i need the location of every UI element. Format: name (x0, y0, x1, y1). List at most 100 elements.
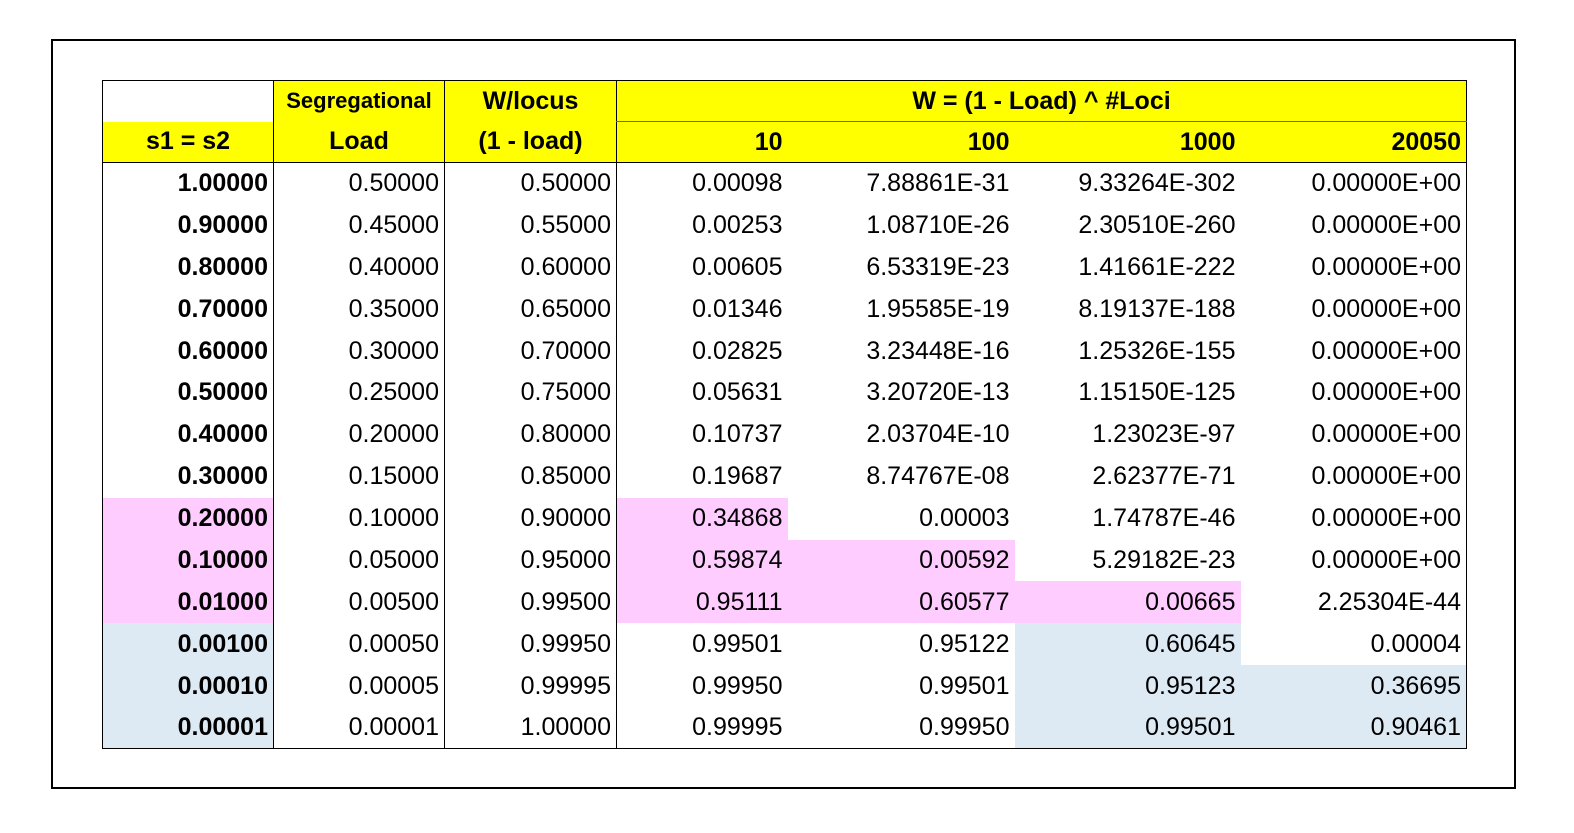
cell-w-locus: 0.60000 (444, 246, 617, 289)
cell-w-loci-20050: 0.00000E+00 (1240, 371, 1467, 414)
cell-w-loci-1000: 1.25326E-155 (1078, 336, 1236, 365)
cell-w-loci-1000: 5.29182E-23 (1092, 545, 1236, 574)
cell-w-loci-1000: 0.95123 (1014, 665, 1241, 708)
table-row: 1.00000 0.50000 0.50000 0.00098 7.88861E-31 9… (102, 162, 1467, 205)
cell-w-loci-10: 0.99995 (616, 707, 788, 750)
cell-w-loci-1000: 0.00665 (1014, 581, 1241, 624)
header-w-locus: W/locus (444, 80, 617, 122)
cell-s: 0.80000 (102, 246, 274, 289)
cell-w-locus: 0.70000 (444, 330, 617, 372)
cell-w-locus: 0.95000 (444, 539, 617, 582)
cell-w-loci-100: 8.74767E-08 (866, 462, 1010, 491)
cell-load: 0.30000 (273, 330, 445, 372)
cell-w-loci-10: 0.00098 (616, 162, 788, 205)
cell-load: 0.40000 (273, 246, 445, 289)
cell-load: 0.00001 (273, 707, 445, 750)
cell-w-loci-10: 0.05631 (616, 371, 788, 414)
cell-load: 0.00005 (273, 665, 445, 708)
cell-w-loci-20050: 0.00000E+00 (1240, 455, 1467, 498)
cell-w-loci-100: 2.03704E-10 (866, 420, 1010, 449)
header-w-group: W = (1 - Load) ^ #Loci (616, 80, 1467, 122)
cell-w-loci-10: 0.95111 (616, 581, 788, 624)
cell-w-locus: 0.99500 (444, 581, 617, 624)
header-loci-20050: 20050 (1240, 121, 1467, 163)
cell-w-locus: 0.90000 (444, 497, 617, 540)
cell-w-locus: 0.85000 (444, 455, 617, 498)
cell-w-loci-10: 0.99950 (616, 665, 788, 708)
cell-load: 0.20000 (273, 413, 445, 456)
header-s1-s2: s1 = s2 (102, 121, 274, 163)
cell-w-loci-20050: 0.00000E+00 (1240, 330, 1467, 372)
cell-s: 1.00000 (102, 162, 274, 205)
cell-s: 0.00010 (102, 665, 274, 708)
cell-s: 0.50000 (102, 371, 274, 414)
cell-w-locus: 0.99950 (444, 623, 617, 666)
cell-w-loci-20050: 0.00000E+00 (1240, 413, 1467, 456)
cell-w-loci-100: 3.23448E-16 (866, 336, 1010, 365)
cell-w-loci-20050: 0.00000E+00 (1240, 204, 1467, 247)
cell-load: 0.50000 (273, 162, 445, 205)
cell-w-loci-20050: 0.00000E+00 (1240, 288, 1467, 331)
cell-w-loci-100: 1.95585E-19 (866, 294, 1010, 323)
cell-w-loci-10: 0.19687 (616, 455, 788, 498)
cell-w-loci-10: 0.00253 (616, 204, 788, 247)
cell-w-locus: 0.50000 (444, 162, 617, 205)
cell-load: 0.00500 (273, 581, 445, 624)
cell-load: 0.10000 (273, 497, 445, 540)
cell-w-locus: 0.80000 (444, 413, 617, 456)
cell-w-loci-10: 0.00605 (616, 246, 788, 289)
header-load: Load (273, 121, 445, 163)
header-loci-1000: 1000 (1014, 121, 1241, 163)
table-row: 0.80000 0.40000 0.60000 0.00605 6.53319E-23 1… (102, 246, 1467, 289)
table-row: 0.70000 0.35000 0.65000 0.01346 1.95585E-19 8… (102, 288, 1467, 331)
header-segregational: Segregational (273, 80, 445, 122)
table-row: 0.00001 0.00001 1.00000 0.99995 0.99950 0.995… (102, 707, 1467, 750)
cell-w-locus: 0.55000 (444, 204, 617, 247)
cell-w-loci-1000: 2.30510E-260 (1078, 210, 1236, 239)
table-row: 0.60000 0.30000 0.70000 0.02825 3.23448E-16 1… (102, 330, 1467, 372)
table-row: 0.20000 0.10000 0.90000 0.34868 0.00003 1.747… (102, 497, 1467, 540)
table-row: 0.01000 0.00500 0.99500 0.95111 0.60577 0.006… (102, 581, 1467, 624)
cell-w-loci-1000: 1.41661E-222 (1078, 252, 1236, 281)
table-row: 0.00100 0.00050 0.99950 0.99501 0.95122 0.606… (102, 623, 1467, 666)
cell-w-loci-10: 0.02825 (616, 330, 788, 372)
cell-w-loci-10: 0.99501 (616, 623, 788, 666)
header-loci-100: 100 (787, 121, 1015, 163)
cell-w-locus: 0.99995 (444, 665, 617, 708)
cell-load: 0.25000 (273, 371, 445, 414)
table-row: 0.90000 0.45000 0.55000 0.00253 1.08710E-26 2… (102, 204, 1467, 247)
header-row-bottom: s1 = s2 Load (1 - load) 10 100 1000 2005… (102, 121, 1467, 163)
table-row: 0.40000 0.20000 0.80000 0.10737 2.03704E-10 1… (102, 413, 1467, 456)
cell-s: 0.30000 (102, 455, 274, 498)
cell-w-loci-1000: 1.74787E-46 (1092, 504, 1236, 533)
cell-w-loci-1000: 8.19137E-188 (1078, 294, 1236, 323)
segregational-load-table: Segregational W/locus W = (1 - Load) ^ #… (102, 80, 1467, 750)
table-row: 0.00010 0.00005 0.99995 0.99950 0.99501 0.951… (102, 665, 1467, 708)
cell-s: 0.10000 (102, 539, 274, 582)
cell-w-loci-20050: 0.00000E+00 (1240, 246, 1467, 289)
cell-s: 0.90000 (102, 204, 274, 247)
cell-w-loci-20050: 0.00000E+00 (1240, 497, 1467, 540)
cell-w-loci-1000: 0.99501 (1014, 707, 1241, 750)
cell-w-loci-20050: 0.00000E+00 (1240, 162, 1467, 205)
cell-load: 0.45000 (273, 204, 445, 247)
cell-w-loci-20050: 0.00000E+00 (1240, 539, 1467, 582)
cell-s: 0.20000 (102, 497, 274, 540)
header-loci-10: 10 (616, 121, 788, 163)
cell-w-loci-20050: 2.25304E-44 (1240, 581, 1467, 624)
cell-w-loci-1000: 1.23023E-97 (1092, 420, 1236, 449)
cell-w-loci-100: 0.60577 (787, 581, 1015, 624)
cell-w-loci-20050: 0.90461 (1240, 707, 1467, 750)
header-one-minus-load: (1 - load) (444, 121, 617, 163)
cell-w-loci-100: 0.95122 (919, 629, 1010, 658)
cell-s: 0.01000 (102, 581, 274, 624)
cell-load: 0.35000 (273, 288, 445, 331)
cell-w-loci-100: 0.00592 (787, 539, 1015, 582)
cell-s: 0.00001 (102, 707, 274, 750)
cell-load: 0.00050 (273, 623, 445, 666)
table-row: 0.30000 0.15000 0.85000 0.19687 8.74767E-08 2… (102, 455, 1467, 498)
cell-s: 0.40000 (102, 413, 274, 456)
cell-s: 0.00100 (102, 623, 274, 666)
cell-w-loci-20050: 0.00004 (1240, 623, 1467, 666)
cell-load: 0.05000 (273, 539, 445, 582)
